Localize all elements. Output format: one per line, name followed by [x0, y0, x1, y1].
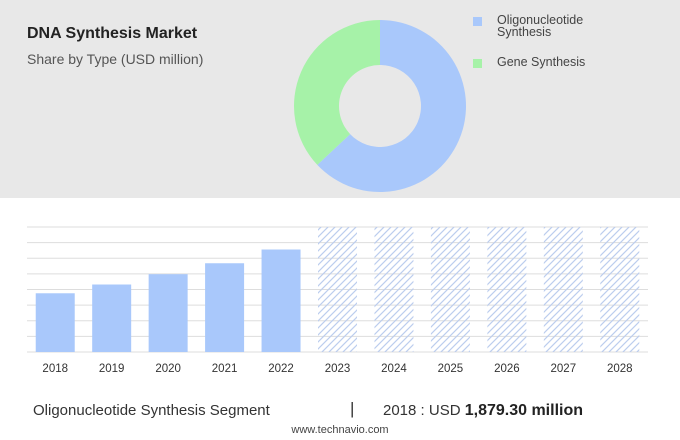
- source-link[interactable]: www.technavio.com: [291, 424, 389, 436]
- donut-chart: [294, 20, 466, 192]
- bar-2019: [92, 284, 132, 352]
- donut-slice-oligonucleotide: [317, 20, 466, 192]
- x-tick-2018: 2018: [42, 363, 68, 375]
- legend-label-gene: Gene Synthesis: [497, 55, 586, 69]
- footer-year-value: 2018 : USD 1,879.30 million: [383, 402, 583, 420]
- footer-year-prefix: 2018 : USD: [383, 402, 461, 419]
- bar-2021: [205, 263, 245, 352]
- x-tick-2026: 2026: [494, 363, 520, 375]
- forecast-bar-2025: [430, 227, 470, 352]
- bar-2022: [261, 249, 301, 352]
- forecast-bar-2024: [374, 227, 414, 352]
- legend-label-oligonucleotide: Oligonucleotide Synthesis: [497, 13, 584, 39]
- legend-swatch-gene: [473, 59, 482, 68]
- x-tick-2028: 2028: [607, 363, 633, 375]
- x-tick-2025: 2025: [438, 363, 464, 375]
- x-tick-2021: 2021: [212, 363, 238, 375]
- footer-segment-label: Oligonucleotide Synthesis Segment: [33, 402, 270, 419]
- x-tick-2022: 2022: [268, 363, 294, 375]
- chart-subtitle: Share by Type (USD million): [27, 51, 204, 67]
- legend-item-gene[interactable]: Gene Synthesis: [473, 56, 617, 68]
- footer-value: 1,879.30 million: [464, 402, 583, 419]
- forecast-bar-2023: [318, 227, 357, 352]
- x-tick-2027: 2027: [551, 363, 577, 375]
- chart-title: DNA Synthesis Market: [27, 25, 198, 42]
- x-tick-2023: 2023: [325, 363, 351, 375]
- x-tick-2020: 2020: [155, 363, 181, 375]
- forecast-bar-2026: [487, 227, 527, 352]
- forecast-bar-2028: [600, 227, 640, 352]
- legend-swatch-oligonucleotide: [473, 17, 482, 26]
- x-tick-2019: 2019: [99, 363, 125, 375]
- donut-slice-gene: [294, 20, 380, 165]
- forecast-bar-2027: [543, 227, 583, 352]
- bar-2020: [148, 274, 188, 352]
- footer-separator: |: [350, 399, 355, 418]
- bar-chart: 2018 2019 2020 2021 2022 2023 2024 2025 2026 2027…: [27, 226, 648, 375]
- x-tick-2024: 2024: [381, 363, 407, 375]
- bar-2018: [35, 293, 75, 352]
- legend-item-oligonucleotide[interactable]: Oligonucleotide Synthesis: [473, 14, 617, 38]
